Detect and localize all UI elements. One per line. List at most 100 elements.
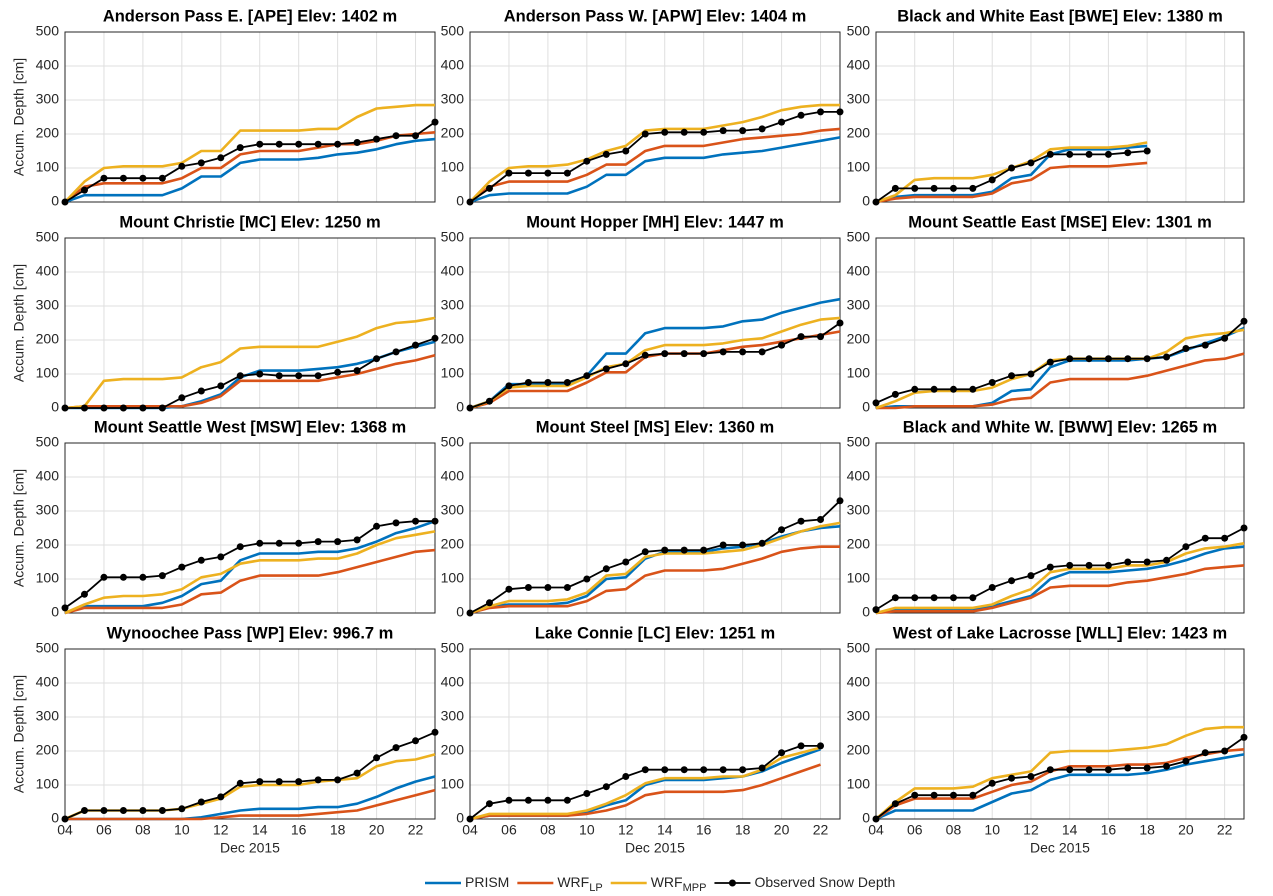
observed-point: [524, 796, 532, 804]
observed-point: [431, 118, 439, 126]
observed-point: [524, 584, 532, 591]
observed-point: [911, 791, 919, 799]
y-tick-label: 200: [36, 742, 60, 758]
series-line: [469, 545, 840, 615]
observed-point: [544, 796, 552, 804]
observed-point: [583, 372, 591, 380]
observed-point: [544, 379, 552, 386]
x-tick-label: 12: [213, 822, 229, 838]
observed-point: [969, 385, 977, 393]
observed-point: [1085, 766, 1093, 774]
panel: Mount Seattle West [MSW] Elev: 1368 m 0 10…: [11, 418, 439, 620]
observed-point: [295, 778, 303, 786]
observed-point: [1046, 150, 1054, 158]
observed-point: [158, 404, 166, 412]
observed-point: [544, 169, 552, 177]
observed-point: [485, 800, 493, 808]
observed-point: [217, 382, 225, 390]
observed-point: [466, 815, 474, 823]
observed-point: [275, 140, 283, 148]
series-line: [64, 131, 436, 204]
observed-point: [622, 773, 630, 780]
observed-point: [236, 144, 244, 152]
observed-point: [119, 174, 127, 182]
y-tick-label: 300: [36, 297, 60, 313]
observed-point: [139, 404, 147, 412]
y-axis-label: Accum. Depth [cm]: [11, 469, 27, 587]
y-axis-label: Accum. Depth [cm]: [11, 264, 27, 382]
observed-point: [911, 385, 919, 393]
observed-point: [1066, 766, 1074, 774]
observed-point: [797, 333, 805, 341]
observed-point: [1085, 355, 1093, 363]
plot-area: [470, 649, 840, 819]
y-tick-label: 400: [36, 674, 60, 690]
y-tick-label: 0: [456, 193, 464, 209]
y-tick-label: 100: [847, 570, 871, 586]
series-line: [469, 316, 841, 410]
observed-point: [872, 399, 880, 407]
observed-point: [466, 609, 474, 617]
observed-point: [1104, 355, 1112, 363]
y-tick-label: 200: [847, 536, 871, 552]
y-tick-label: 0: [456, 399, 464, 415]
plot-area: [876, 32, 1244, 202]
x-tick-label: 22: [408, 822, 424, 838]
observed-point: [911, 184, 919, 192]
x-tick-label: 04: [462, 822, 478, 838]
observed-point: [700, 766, 708, 774]
observed-point: [373, 522, 381, 530]
observed-point: [602, 150, 610, 158]
observed-point: [158, 572, 166, 580]
observed-point: [1008, 774, 1016, 782]
x-tick-label: 14: [1062, 822, 1078, 838]
observed-point: [1143, 355, 1151, 363]
observed-point: [758, 125, 766, 133]
observed-point: [969, 184, 977, 192]
series-line: [876, 352, 1245, 410]
observed-point: [1221, 534, 1229, 542]
panel-title: Black and White W. [BWW] Elev: 1265 m: [903, 418, 1217, 436]
observed-point: [236, 372, 244, 380]
observed-point: [80, 590, 88, 598]
panel: Wynoochee Pass [WP] Elev: 996.7 m0100200…: [11, 624, 439, 856]
observed-point: [431, 517, 439, 525]
y-tick-label: 500: [441, 434, 465, 450]
observed-point: [1240, 317, 1248, 325]
observed-point: [930, 184, 938, 192]
observed-point: [236, 779, 244, 787]
x-tick-label: 08: [946, 822, 962, 838]
x-axis-label: Dec 2015: [220, 840, 280, 856]
y-tick-label: 200: [36, 125, 60, 141]
legend-subscript: MPP: [683, 882, 707, 894]
observed-point: [758, 764, 766, 772]
x-tick-label: 10: [984, 822, 1000, 838]
panel-title: West of Lake Lacrosse [WLL] Elev: 1423 m: [893, 624, 1227, 642]
y-tick-label: 100: [441, 159, 465, 175]
panel: West of Lake Lacrosse [WLL] Elev: 1423 m…: [847, 624, 1248, 856]
observed-point: [61, 404, 69, 412]
observed-point: [817, 742, 825, 750]
observed-point: [739, 348, 747, 356]
legend-name: WRF: [557, 874, 589, 890]
y-tick-label: 0: [51, 193, 59, 209]
observed-point: [485, 599, 493, 607]
panel: Mount Hopper [MH] Elev: 1447 m 0 100 200 300…: [441, 213, 844, 415]
observed-point: [641, 130, 649, 138]
observed-point: [836, 497, 844, 505]
x-tick-label: 22: [813, 822, 829, 838]
y-tick-label: 500: [36, 640, 60, 656]
observed-point: [1201, 749, 1209, 757]
y-tick-label: 300: [847, 708, 871, 724]
y-tick-label: 200: [847, 125, 871, 141]
observed-point: [680, 766, 688, 774]
x-tick-label: 16: [291, 822, 307, 838]
y-tick-label: 300: [441, 708, 465, 724]
y-tick-label: 500: [441, 23, 465, 39]
observed-point: [295, 372, 303, 380]
observed-point: [412, 341, 420, 349]
axes-frame: [469, 648, 841, 820]
observed-point: [661, 128, 669, 136]
observed-point: [217, 553, 225, 561]
observed-point: [930, 594, 938, 602]
